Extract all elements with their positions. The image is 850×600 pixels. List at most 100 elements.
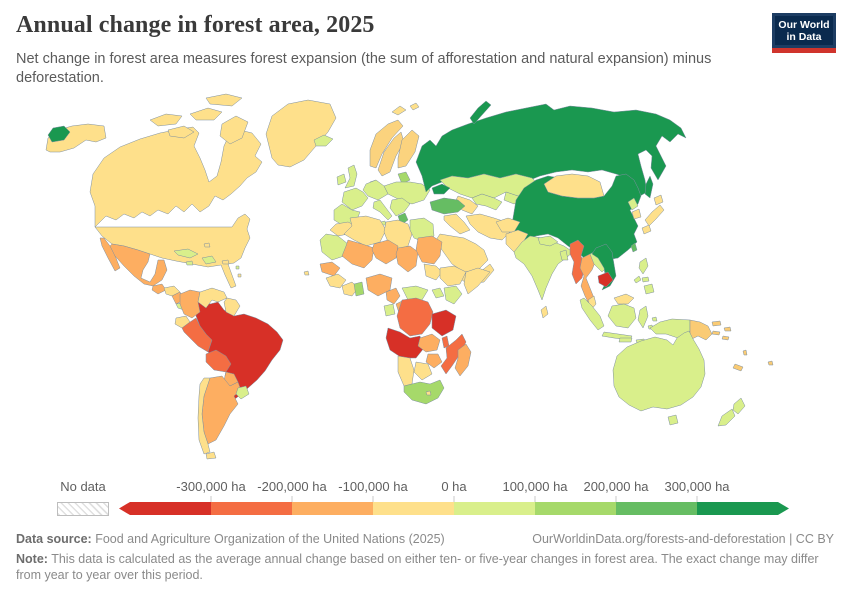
region-baltics[interactable] [397,171,411,185]
legend-bin-0[interactable] [130,502,211,515]
legend-bin-3[interactable] [373,502,454,515]
region-sudan[interactable] [415,235,443,265]
region-botswana[interactable] [413,361,433,381]
region-tanzania[interactable] [431,309,457,337]
region-sakhalin[interactable] [644,175,654,199]
region-arctic-island-1[interactable] [149,113,183,127]
region-cape-verde[interactable] [303,270,310,276]
region-saudi-arabia[interactable] [435,233,489,273]
region-algeria[interactable] [343,215,387,247]
region-australia[interactable] [612,330,706,412]
legend-left-arrow[interactable] [119,502,130,515]
region-palawan[interactable] [633,275,642,284]
region-mozambique[interactable] [440,333,467,375]
region-uganda[interactable] [431,287,445,299]
region-png-island-1[interactable] [711,320,722,327]
legend-bin-7[interactable] [697,502,778,515]
region-south-africa[interactable] [403,379,445,405]
region-honshu[interactable] [644,204,665,227]
legend-bin-6[interactable] [616,502,697,515]
region-svalbard-2[interactable] [409,102,420,111]
region-lesser-sunda-1[interactable] [618,337,633,343]
region-central-europe[interactable] [362,179,389,201]
region-antilles-2[interactable] [237,273,242,278]
legend-bin-1[interactable] [211,502,292,515]
region-russia[interactable] [415,103,687,197]
region-borneo[interactable] [607,303,637,329]
region-fiji[interactable] [767,360,774,366]
region-bangladesh[interactable] [559,249,569,261]
region-solomon-1[interactable] [711,330,721,336]
legend-bin-5[interactable] [535,502,616,515]
region-png-island-2[interactable] [723,326,732,332]
region-france[interactable] [341,187,369,211]
region-myanmar[interactable] [569,239,586,285]
region-visayas[interactable] [641,276,650,283]
region-central-african-republic[interactable] [401,285,429,301]
region-hispaniola[interactable] [201,255,217,265]
region-vanuatu[interactable] [742,349,748,356]
region-syria-iraq[interactable] [443,213,471,235]
region-gabon[interactable] [383,303,396,317]
region-guinea[interactable] [325,273,347,289]
region-malaysia-east[interactable] [613,293,635,305]
legend-bin-2[interactable] [292,502,373,515]
region-zambia[interactable] [417,333,441,353]
region-lesotho[interactable] [425,390,432,396]
region-tasmania[interactable] [667,414,679,426]
region-niger[interactable] [371,239,399,265]
owid-logo[interactable]: Our World in Data [772,13,836,53]
region-mali[interactable] [341,239,375,269]
region-drc[interactable] [396,297,434,337]
region-india[interactable] [513,235,574,301]
region-senegal[interactable] [319,261,341,277]
region-sumatra[interactable] [579,297,605,331]
region-papua-new-guinea[interactable] [689,319,713,341]
region-arctic-island-3[interactable] [205,93,243,107]
region-argentina[interactable] [201,375,242,445]
region-jamaica[interactable] [185,260,194,266]
region-novaya-zemlya[interactable] [469,100,492,125]
region-mauritania[interactable] [319,233,349,261]
region-guyanas[interactable] [223,297,241,317]
region-madagascar[interactable] [454,343,472,377]
region-bahamas[interactable] [203,242,211,248]
region-sulawesi[interactable] [637,305,649,329]
region-namibia[interactable] [397,355,415,387]
region-chile[interactable] [197,377,211,455]
region-cuba[interactable] [173,248,199,259]
no-data-swatch[interactable] [57,502,109,516]
region-tierra-del-fuego[interactable] [205,451,217,460]
region-baffin-island[interactable] [219,115,249,145]
region-guatemala[interactable] [151,283,167,295]
region-nz-south[interactable] [717,408,736,427]
region-peru[interactable] [181,317,213,353]
region-svalbard-1[interactable] [391,105,407,116]
region-puerto-rico[interactable] [221,259,230,265]
region-afghanistan[interactable] [495,217,521,233]
region-ethiopia[interactable] [439,265,467,287]
region-south-sudan[interactable] [423,263,443,281]
region-taiwan[interactable] [630,242,638,253]
region-nigeria[interactable] [365,273,393,297]
region-mexico[interactable] [107,243,168,287]
region-turkey[interactable] [429,197,466,215]
region-baja[interactable] [99,237,121,272]
legend-right-arrow[interactable] [778,502,789,515]
region-finland[interactable] [397,129,420,169]
region-bolivia[interactable] [205,349,232,373]
region-cambodia[interactable] [597,271,614,288]
region-ireland[interactable] [336,173,347,186]
region-uzbekistan[interactable] [471,193,503,211]
region-chad[interactable] [395,245,419,273]
region-somalia[interactable] [463,267,491,295]
region-caucasus[interactable] [431,183,451,195]
region-uruguay[interactable] [235,385,250,400]
region-chukotka[interactable] [47,125,71,143]
region-luzon[interactable] [638,257,649,275]
region-zimbabwe[interactable] [425,353,443,369]
legend-bin-4[interactable] [454,502,535,515]
region-kyushu[interactable] [641,224,652,235]
region-mongolia[interactable] [543,173,605,199]
region-angola[interactable] [385,327,425,359]
